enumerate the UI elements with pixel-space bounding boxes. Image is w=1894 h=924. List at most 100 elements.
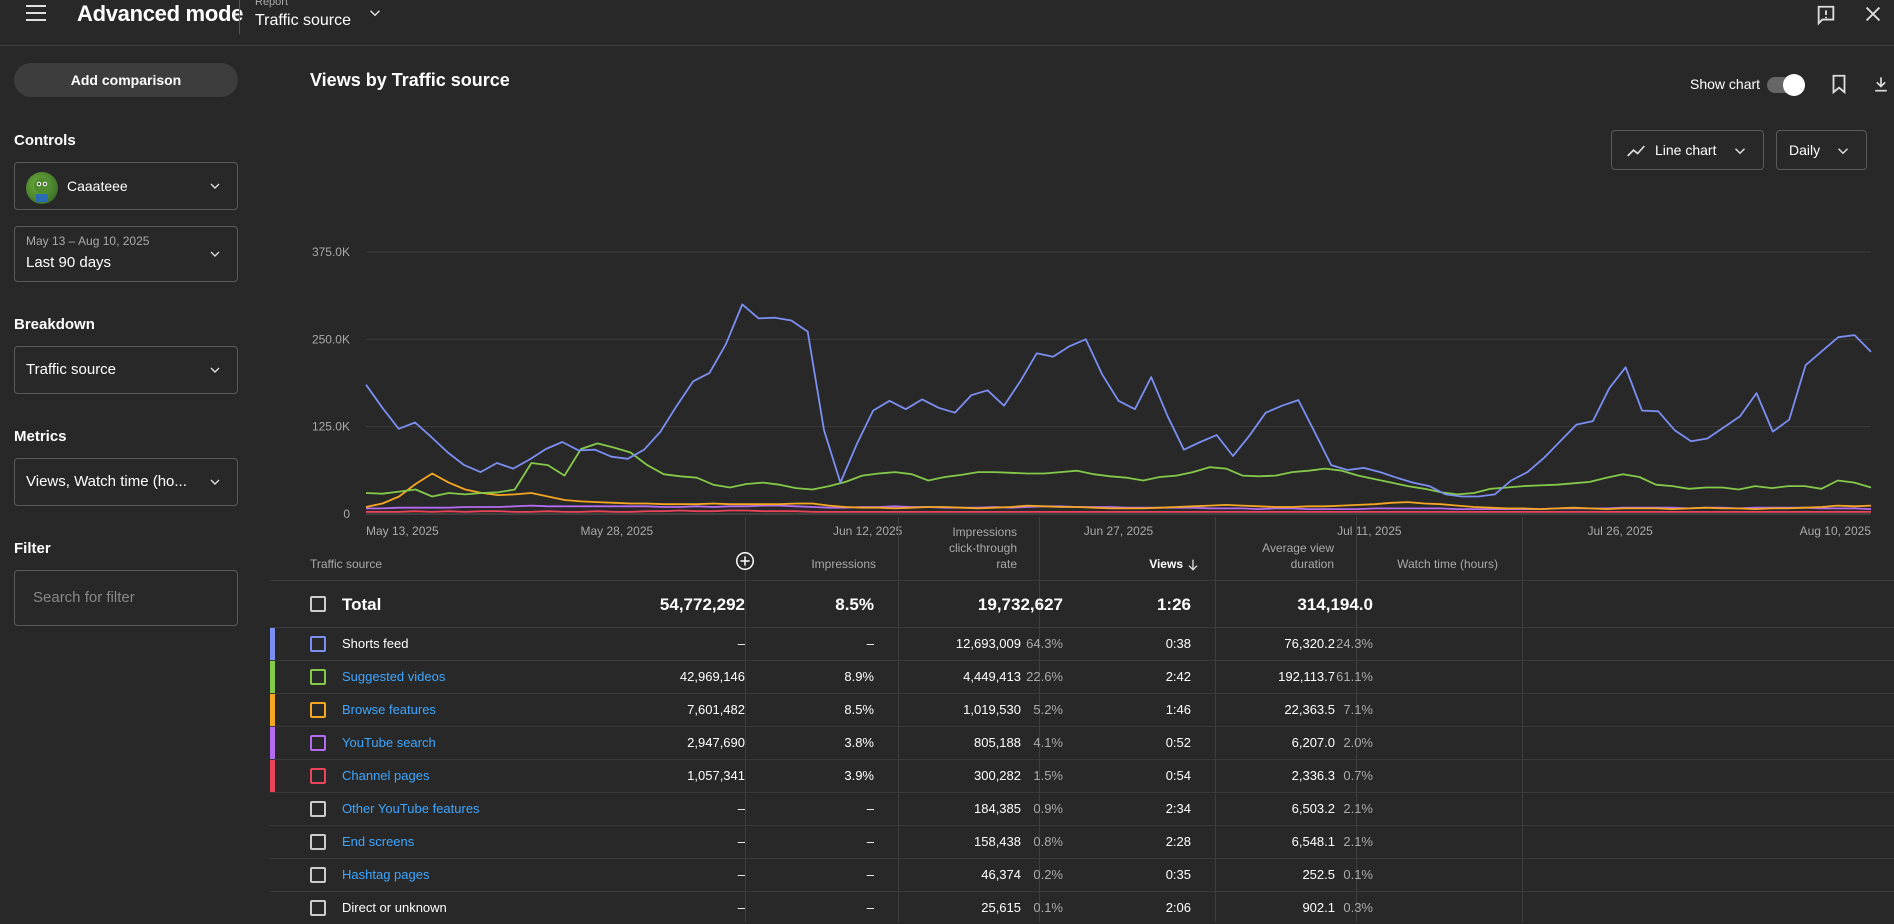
table-row: Direct or unknown – – 25,615 0.1% 2:06 902.1 0.… [270, 891, 1894, 924]
series-color-bar [270, 628, 275, 661]
views-pct-cell: 64.3% [1026, 636, 1063, 651]
impressions-cell: 42,969,146 [679, 669, 745, 684]
avatar [26, 172, 58, 204]
views-pct-cell: 0.8% [1033, 834, 1063, 849]
avd-cell: 2:34 [1165, 801, 1191, 816]
breakdown-value: Traffic source [26, 361, 117, 378]
views-cell: 46,374 [981, 867, 1021, 882]
total-impressions: 54,772,292 [659, 595, 745, 614]
x-tick-label: May 13, 2025 [366, 524, 439, 538]
filter-heading: Filter [14, 540, 51, 557]
breakdown-selector[interactable]: Traffic source [14, 346, 238, 394]
bookmark-icon[interactable] [1828, 73, 1850, 95]
channel-selector[interactable]: Caaateee [14, 162, 238, 210]
avd-cell: 0:54 [1165, 768, 1191, 783]
filter-input[interactable]: Search for filter [14, 570, 238, 626]
series-line-shorts [365, 303, 1872, 498]
row-checkbox[interactable] [310, 834, 326, 850]
impressions-cell: 1,057,341 [687, 768, 745, 783]
col-header-watch-time[interactable]: Watch time (hours) [1397, 557, 1498, 571]
col-header-impressions[interactable]: Impressions [811, 557, 876, 571]
feedback-icon[interactable] [1815, 4, 1837, 26]
traffic-source-label: Direct or unknown [342, 900, 447, 915]
close-icon[interactable] [1862, 3, 1884, 25]
traffic-source-label[interactable]: Channel pages [342, 768, 430, 783]
series-line-channel [366, 509, 1871, 513]
ctr-cell: – [866, 801, 874, 816]
table-row: Browse features 7,601,482 8.5% 1,019,530 5.2… [270, 693, 1894, 727]
card-title: Views by Traffic source [310, 70, 510, 90]
table-row: End screens – – 158,438 0.8% 2:28 6,548.1 2.1% [270, 825, 1894, 858]
traffic-source-label[interactable]: YouTube search [342, 735, 436, 750]
line-chart: 375.0K 250.0K 125.0K 0 May 13, 2025 May 28, 2… [312, 245, 1872, 538]
x-tick-label: Jul 26, 2025 [1587, 524, 1653, 538]
watch-pct-cell: 2.0% [1343, 735, 1373, 750]
download-icon[interactable] [1871, 74, 1891, 94]
add-column-icon[interactable] [734, 550, 756, 572]
date-range: May 13 – Aug 10, 2025 [26, 234, 150, 248]
watch-time-cell: 22,363.5 [1284, 702, 1335, 717]
show-chart-toggle[interactable] [1767, 74, 1805, 96]
ctr-cell: 8.5% [844, 702, 874, 717]
views-pct-cell: 0.2% [1033, 867, 1063, 882]
row-checkbox[interactable] [310, 735, 326, 751]
x-tick-label: Aug 10, 2025 [1800, 524, 1872, 538]
impressions-cell: – [737, 900, 745, 915]
watch-pct-cell: 2.1% [1343, 801, 1373, 816]
traffic-source-label[interactable]: End screens [342, 834, 415, 849]
y-tick-label: 0 [343, 507, 350, 521]
watch-time-cell: 6,503.2 [1291, 801, 1335, 816]
col-header-ctr[interactable]: Impressions click-through rate [948, 525, 1017, 571]
watch-pct-cell: 24.3% [1336, 636, 1373, 651]
report-card: Views by Traffic source Show chart Line … [270, 47, 1894, 922]
row-checkbox[interactable] [310, 636, 326, 652]
report-selector[interactable]: Traffic source [255, 12, 352, 29]
date-range-selector[interactable]: May 13 – Aug 10, 2025 Last 90 days [14, 226, 238, 282]
total-checkbox[interactable] [310, 596, 326, 612]
row-checkbox[interactable] [310, 768, 326, 784]
col-header-avg-view-duration[interactable]: Average view duration [1262, 541, 1334, 571]
traffic-source-label[interactable]: Suggested videos [342, 669, 446, 684]
watch-time-cell: 902.1 [1302, 900, 1335, 915]
watch-pct-cell: 7.1% [1343, 702, 1373, 717]
table-row-total: Total 54,772,292 8.5% 19,732,627 1:26 31… [270, 580, 1894, 627]
col-header-traffic-source[interactable]: Traffic source [310, 557, 383, 571]
granularity-button[interactable]: Daily [1776, 130, 1867, 170]
impressions-cell: – [737, 801, 745, 816]
impressions-cell: – [737, 867, 745, 882]
avd-cell: 1:46 [1165, 702, 1191, 717]
metrics-selector[interactable]: Views, Watch time (ho... [14, 458, 238, 506]
table-row: Channel pages 1,057,341 3.9% 300,282 1.5% 0:5… [270, 759, 1894, 793]
views-pct-cell: 5.2% [1033, 702, 1063, 717]
hamburger-menu-icon[interactable] [24, 2, 48, 26]
y-tick-label: 125.0K [312, 420, 350, 434]
chevron-down-icon[interactable] [366, 4, 384, 22]
avd-cell: 0:38 [1165, 636, 1191, 651]
impressions-cell: 2,947,690 [687, 735, 745, 750]
col-header-views[interactable]: Views [1039, 517, 1215, 580]
watch-time-cell: 2,336.3 [1291, 768, 1335, 783]
row-checkbox[interactable] [310, 867, 326, 883]
divider [239, 0, 240, 34]
traffic-source-label[interactable]: Browse features [342, 702, 436, 717]
series-line-suggested [365, 442, 1872, 498]
x-tick-label: Jul 11, 2025 [1337, 524, 1402, 538]
row-checkbox[interactable] [310, 702, 326, 718]
table-row: YouTube search 2,947,690 3.8% 805,188 4.1% 0:… [270, 726, 1894, 760]
views-cell: 1,019,530 [963, 702, 1021, 717]
avd-cell: 0:35 [1165, 867, 1191, 882]
y-tick-label: 250.0K [312, 332, 350, 346]
x-tick-label: May 28, 2025 [580, 524, 653, 538]
add-comparison-button[interactable]: Add comparison [14, 63, 238, 97]
traffic-source-label[interactable]: Hashtag pages [342, 867, 430, 882]
avd-cell: 0:52 [1165, 735, 1191, 750]
series-line-browse [365, 472, 1872, 511]
row-checkbox[interactable] [310, 900, 326, 916]
impressions-cell: 7,601,482 [687, 702, 745, 717]
watch-pct-cell: 0.7% [1343, 768, 1373, 783]
channel-name: Caaateee [67, 178, 128, 194]
chart-type-button[interactable]: Line chart [1611, 130, 1764, 170]
traffic-source-label[interactable]: Other YouTube features [342, 801, 480, 816]
row-checkbox[interactable] [310, 801, 326, 817]
row-checkbox[interactable] [310, 669, 326, 685]
